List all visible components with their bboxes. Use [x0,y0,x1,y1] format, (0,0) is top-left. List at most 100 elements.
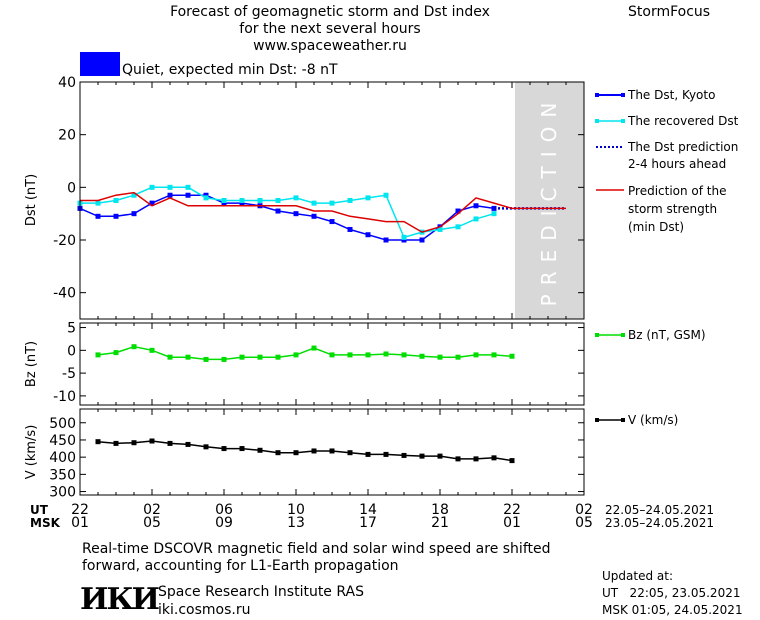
data-point [221,198,227,203]
data-point [329,352,335,358]
data-point [113,213,119,219]
data-point [167,184,173,190]
data-point [203,192,209,198]
dst-axis-label: Dst (nT) [24,174,39,226]
data-point [491,352,497,358]
title-line-3: www.spaceweather.ru [253,38,407,54]
msk-tick-label: 09 [215,515,233,531]
updated-ut: UT 22:05, 23.05.2021 [602,586,741,600]
data-point [347,352,353,358]
data-point [455,208,461,214]
data-point [311,200,317,206]
data-point [437,354,443,360]
data-point [365,195,371,201]
msk-label: MSK [30,516,60,530]
legend-recovered: The recovered Dst [628,114,739,128]
series-line [97,345,513,361]
institute-site[interactable]: iki.cosmos.ru [158,602,251,618]
data-point [149,200,155,206]
legend-dst-kyoto: The Dst, Kyoto [628,88,716,102]
data-point [203,356,209,362]
data-point [185,184,191,190]
series-line [79,194,495,241]
data-point [329,219,335,225]
msk-tick-label: 13 [287,515,305,531]
legend-v: V (km/s) [628,413,679,427]
data-point [365,451,371,457]
data-point [437,226,443,232]
prediction-label: PREDICTION [537,94,561,307]
data-point [149,347,155,353]
legend-prediction-1: The Dst prediction [628,140,739,154]
data-point [275,354,281,360]
y-tick-label: 300 [49,485,76,501]
y-tick-label: -5 [62,366,76,382]
data-point [509,353,515,359]
data-point [311,213,317,219]
status-color-box [80,52,120,76]
data-point [293,211,299,217]
msk-tick-label: 21 [431,515,449,531]
data-point [203,444,209,450]
data-point [401,452,407,458]
data-point [221,356,227,362]
ut-tick-label: 02 [575,502,593,518]
y-tick-label: 0 [67,180,76,196]
data-point [113,350,119,356]
data-point [419,237,425,243]
y-tick-label: 500 [49,416,76,432]
data-point [329,448,335,454]
data-point [185,441,191,447]
updated-msk: MSK 01:05, 24.05.2021 [602,603,743,617]
data-point [491,211,497,217]
data-point [257,198,263,203]
prediction-region [515,82,584,319]
data-point [455,224,461,230]
data-point [347,226,353,232]
data-point [311,345,317,351]
data-point [131,192,137,198]
y-tick-label: -40 [53,286,76,302]
bz-panel: 5 0 -5 -10 Bz (nT) [24,321,585,406]
series-line [97,440,513,462]
data-point [149,184,155,190]
data-point [383,451,389,457]
data-point [239,446,245,452]
data-point [113,198,119,203]
y-tick-label: 20 [58,128,76,144]
y-tick-label: -10 [53,389,76,405]
data-point [473,216,479,222]
ut-tick-label: 18 [431,502,449,518]
bz-axis-label: Bz (nT) [24,341,39,387]
data-point [131,344,137,350]
title-line-1: Forecast of geomagnetic storm and Dst in… [170,4,490,20]
data-point [275,450,281,456]
data-point [347,198,353,203]
data-point [401,234,407,240]
legend-markers [595,93,625,422]
data-point [131,440,137,446]
data-point [473,352,479,358]
y-tick-label: 450 [49,433,76,449]
msk-tick-label: 01 [71,515,89,531]
data-point [293,352,299,358]
brand-label: StormFocus [628,4,711,20]
data-point [455,456,461,462]
footer-note-2: forward, accounting for L1-Earth propaga… [82,558,399,574]
data-point [401,352,407,358]
msk-tick-label: 01 [503,515,521,531]
data-point [455,354,461,360]
y-tick-label: 5 [67,321,76,337]
data-point [419,453,425,459]
data-point [401,237,407,243]
data-point [113,440,119,446]
msk-tick-label: 05 [143,515,161,531]
data-point [473,203,479,209]
data-point [167,440,173,446]
legend-storm-3: (min Dst) [628,220,685,234]
data-point [383,237,389,243]
y-tick-label: -20 [53,233,76,249]
